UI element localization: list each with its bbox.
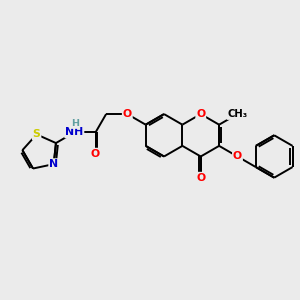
Text: S: S bbox=[33, 129, 41, 140]
Text: NH: NH bbox=[65, 128, 83, 137]
Text: O: O bbox=[233, 152, 242, 161]
Text: O: O bbox=[196, 109, 205, 119]
Text: O: O bbox=[123, 109, 132, 119]
Text: N: N bbox=[49, 159, 58, 169]
Text: O: O bbox=[91, 148, 100, 159]
Text: CH₃: CH₃ bbox=[227, 109, 248, 119]
Text: O: O bbox=[196, 173, 205, 183]
Text: H: H bbox=[71, 119, 79, 128]
